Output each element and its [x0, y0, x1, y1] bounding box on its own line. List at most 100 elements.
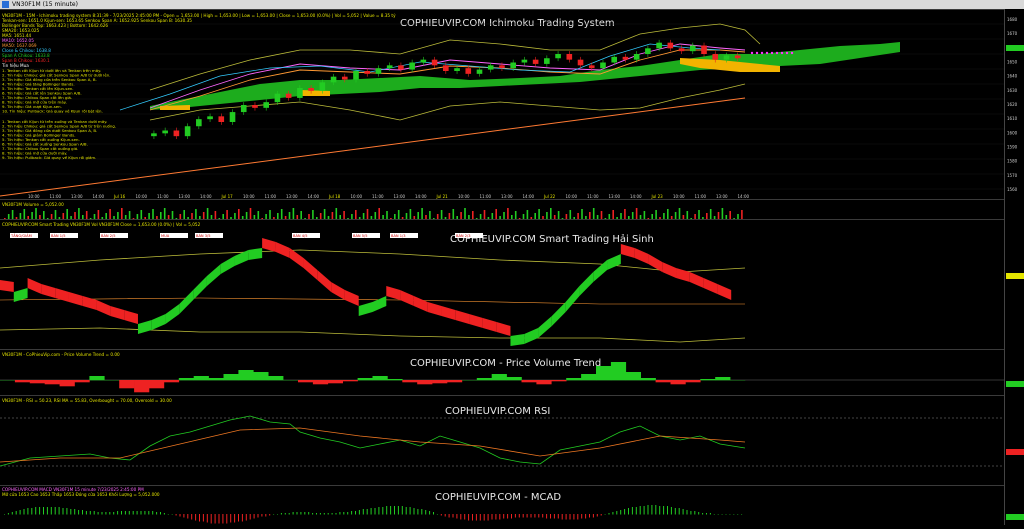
macd-bar — [129, 511, 130, 515]
pvt-bar — [551, 380, 566, 381]
pvt-bar — [432, 380, 447, 383]
macd-bar — [453, 514, 454, 518]
macd-bar — [215, 514, 216, 524]
candle-body — [645, 48, 651, 54]
smart-header: COPHIEUVIP.COM Smart Trading VN30F1M Vol… — [2, 222, 201, 227]
macd-bar — [464, 514, 465, 520]
macd-bar — [566, 514, 567, 520]
candle-body — [421, 60, 427, 63]
pvt-bar — [596, 366, 611, 380]
macd-bar — [495, 514, 496, 520]
macd-bar — [183, 514, 184, 518]
macd-bar — [347, 512, 348, 515]
macd-bar — [718, 514, 719, 515]
macd-bar — [667, 506, 668, 515]
candle-body — [241, 105, 247, 112]
smart-label-text: BÁN 2/3 — [456, 233, 471, 238]
pvt-bar — [492, 374, 507, 380]
macd-bar — [133, 511, 134, 515]
macd-bar — [441, 514, 442, 516]
macd-bar — [511, 514, 512, 519]
macd-bar — [82, 510, 83, 515]
smart-signal-label: BÁN 5/5 — [352, 233, 380, 238]
smart-signal-label: BÁN 4/5 — [292, 233, 320, 238]
macd-bar — [741, 514, 742, 515]
macd-bar — [308, 512, 309, 515]
macd-bar — [281, 513, 282, 515]
macd-bar — [616, 511, 617, 515]
pvt-bar — [328, 380, 343, 383]
pvt-bar — [209, 378, 224, 380]
macd-bar — [663, 506, 664, 515]
macd-bar — [484, 514, 485, 521]
macd-bar — [222, 514, 223, 524]
price-scale[interactable]: 1680167016601650164016301620161016001590… — [1004, 9, 1024, 525]
macd-bar — [207, 514, 208, 523]
smart-label-text: BÁN 3/5 — [196, 233, 211, 238]
candle-body — [465, 68, 471, 74]
price-tick: 1600 — [1007, 130, 1018, 135]
pvt-bar — [417, 380, 432, 384]
smart-signal-label: BÁN 2/3 — [455, 233, 483, 238]
window-titlebar[interactable]: VN30F1M (15 minute) — [0, 0, 1024, 9]
ichimoku-panel[interactable]: COPHIEUVIP.COM Ichimoku Trading System V… — [0, 9, 1004, 200]
macd-bar — [254, 514, 255, 519]
projection-dot — [771, 52, 773, 54]
macd-bar — [515, 514, 516, 518]
macd-bar — [273, 514, 274, 515]
candle-body — [308, 88, 314, 91]
smart-ribbon-segment — [248, 248, 262, 260]
macd-bar — [242, 514, 243, 522]
macd-bar — [304, 512, 305, 515]
candle-body — [578, 60, 584, 66]
macd-bar — [258, 514, 259, 518]
candle-body — [398, 65, 404, 69]
pvt-bar — [581, 374, 596, 380]
macd-bar — [261, 514, 262, 517]
smart-label-text: TĂNG/GIẢM — [10, 233, 32, 238]
macd-bar — [137, 511, 138, 515]
candle-body — [275, 94, 281, 103]
macd-bar — [144, 511, 145, 515]
macd-bar — [628, 508, 629, 515]
projection-dot — [751, 52, 753, 54]
projection-dot — [756, 52, 758, 54]
projection-dot — [776, 52, 778, 54]
smart-label-text: BÁN 4/5 — [293, 233, 308, 238]
macd-bar — [612, 512, 613, 515]
candle-body — [567, 54, 573, 60]
candle-body — [589, 65, 595, 68]
candle-body — [263, 102, 269, 108]
pvt-bar — [522, 380, 537, 382]
price-tick: 1580 — [1007, 159, 1018, 164]
macd-bar — [55, 507, 56, 515]
macd-bar — [105, 512, 106, 515]
macd-bar — [316, 513, 317, 515]
candle-body — [207, 116, 213, 119]
macd-bar — [472, 514, 473, 521]
pvt-bar — [119, 380, 134, 388]
macd-bar — [577, 514, 578, 520]
macd-bar — [47, 507, 48, 515]
macd-bar — [35, 507, 36, 515]
macd-bar — [593, 514, 594, 518]
smart-trading-panel[interactable]: COPHIEUVIP.COM Smart Trading VN30F1M Vol… — [0, 219, 1004, 350]
price-tick: 1630 — [1007, 88, 1018, 93]
macd-bar — [683, 509, 684, 515]
macd-bar — [199, 514, 200, 522]
pvt-bar — [313, 380, 328, 384]
candle-body — [712, 54, 718, 60]
macd-bar — [211, 514, 212, 524]
macd-bar — [729, 514, 730, 515]
projection-dot — [791, 52, 793, 54]
macd-bar — [98, 512, 99, 515]
macd-bar — [351, 511, 352, 515]
pvt-bar — [447, 380, 462, 382]
candle-body — [387, 65, 393, 68]
pvt-bar — [343, 380, 358, 381]
pvt-bar — [626, 372, 641, 380]
macd-header-2: Mở cửa 1653 Cao 1653 Thấp 1653 Đóng cửa … — [2, 492, 160, 497]
macd-bar — [191, 514, 192, 520]
pvt-bar — [298, 380, 313, 382]
volume-panel: VN30F1M Volume = 5,052.00 — [0, 199, 1004, 220]
